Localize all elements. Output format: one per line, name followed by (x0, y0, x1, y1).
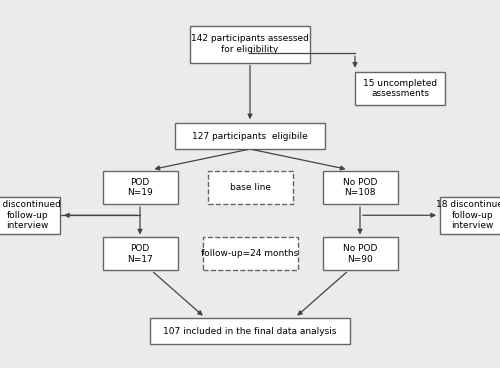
Text: POD
N=17: POD N=17 (127, 244, 153, 263)
Text: 18 discontinued
follow-up
interview: 18 discontinued follow-up interview (436, 201, 500, 230)
FancyBboxPatch shape (202, 237, 298, 270)
Text: POD
N=19: POD N=19 (127, 178, 153, 197)
FancyBboxPatch shape (208, 171, 292, 204)
FancyBboxPatch shape (175, 123, 325, 149)
FancyBboxPatch shape (322, 171, 398, 204)
Text: 127 participants  eligibile: 127 participants eligibile (192, 132, 308, 141)
FancyBboxPatch shape (190, 26, 310, 63)
FancyBboxPatch shape (150, 318, 350, 344)
Text: 2 discontinued
follow-up
interview: 2 discontinued follow-up interview (0, 201, 61, 230)
FancyBboxPatch shape (102, 171, 178, 204)
FancyBboxPatch shape (440, 197, 500, 234)
Text: No POD
N=108: No POD N=108 (343, 178, 377, 197)
FancyBboxPatch shape (102, 237, 178, 270)
Text: No POD
N=90: No POD N=90 (343, 244, 377, 263)
FancyBboxPatch shape (0, 197, 60, 234)
Text: 142 participants assessed
for eligibility: 142 participants assessed for eligibilit… (191, 35, 309, 54)
Text: follow-up=24 months: follow-up=24 months (202, 250, 298, 258)
Text: base line: base line (230, 183, 270, 192)
Text: 107 included in the final data analysis: 107 included in the final data analysis (163, 327, 337, 336)
FancyBboxPatch shape (355, 72, 445, 105)
Text: 15 uncompleted
assessments: 15 uncompleted assessments (363, 79, 437, 98)
FancyBboxPatch shape (322, 237, 398, 270)
